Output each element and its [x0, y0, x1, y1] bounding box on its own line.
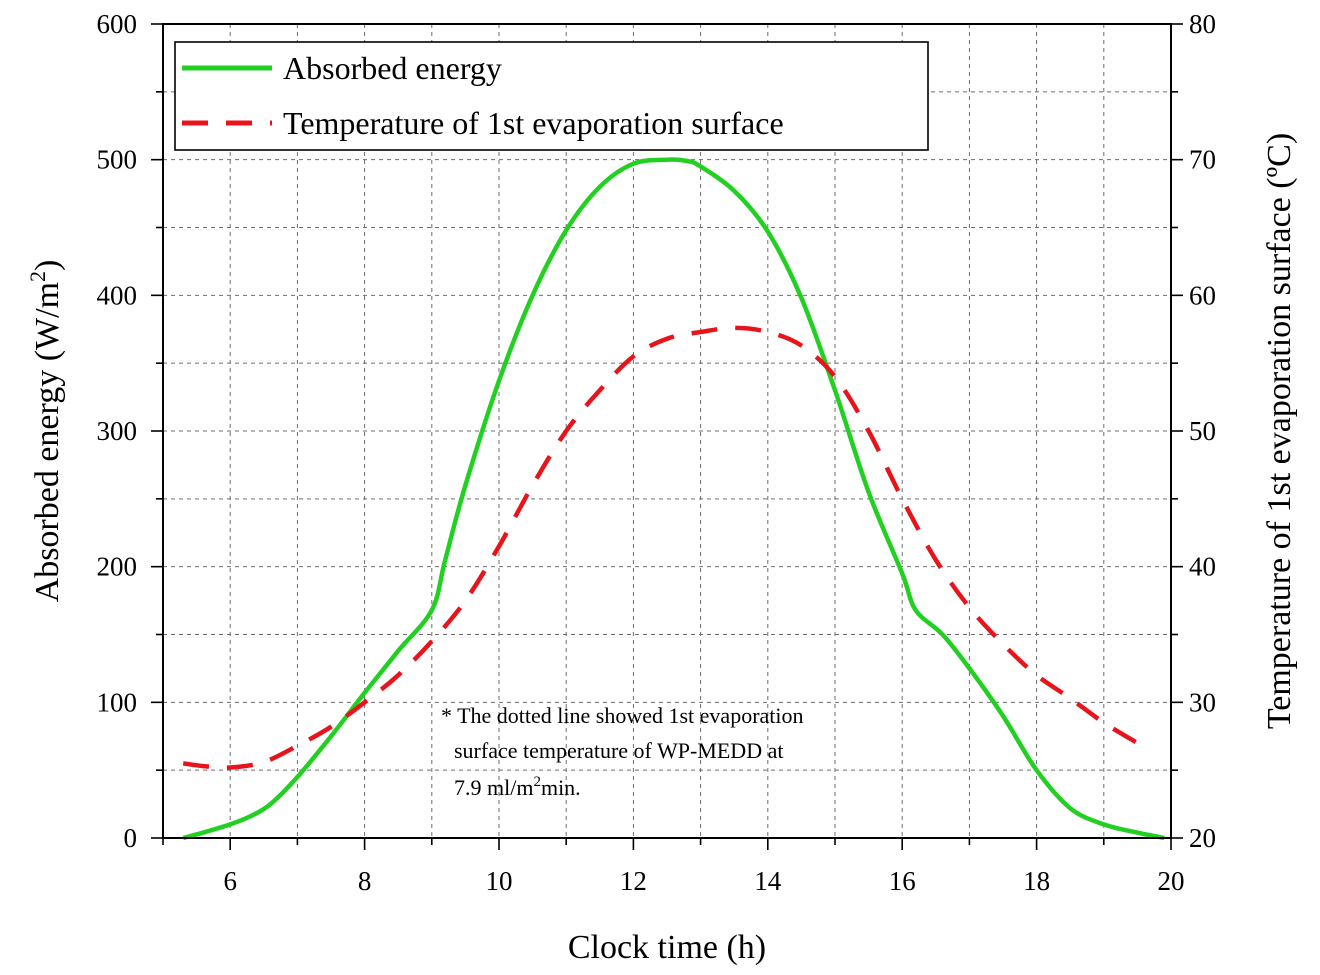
- y-right-tick-label-50: 50: [1189, 416, 1216, 446]
- y-left-tick-label-300: 300: [97, 416, 138, 446]
- annotation-line-1: * The dotted line showed 1st evaporation: [441, 703, 804, 728]
- annotation-line-3: 7.9 ml/m2min.: [454, 774, 581, 800]
- y-left-tick-label-600: 600: [97, 9, 138, 39]
- x-tick-label-8: 8: [358, 866, 372, 896]
- annotation-line-3-sup: 2: [533, 774, 541, 790]
- legend: Absorbed energy Temperature of 1st evapo…: [174, 41, 929, 151]
- x-tick-label-14: 14: [754, 866, 782, 896]
- y-left-axis-title-main: Absorbed energy (W/m: [29, 282, 66, 602]
- y-right-tick-label-40: 40: [1189, 552, 1216, 582]
- series-line-temperature: [182, 325, 1139, 770]
- y-left-axis-title: Absorbed energy (W/m2): [25, 260, 66, 603]
- annotation-line-3-main: 7.9 ml/m: [454, 775, 533, 800]
- x-tick-label-18: 18: [1023, 866, 1050, 896]
- x-tick-label-12: 12: [620, 866, 647, 896]
- legend-label-temperature: Temperature of 1st evaporation surface: [283, 105, 784, 141]
- tick-labels: 6 8 10 12 14 16 18 2001002003004005006002030405…: [97, 9, 1217, 896]
- x-tick-label-16: 16: [889, 866, 916, 896]
- y-right-axis-title: Temperature of 1st evaporation surface (…: [1261, 133, 1298, 729]
- x-axis-title: Clock time (h): [568, 929, 766, 966]
- x-tick-label-10: 10: [486, 866, 513, 896]
- y-right-tick-label-60: 60: [1189, 280, 1216, 310]
- legend-label-absorbed-energy: Absorbed energy: [283, 50, 502, 86]
- annotation-note: * The dotted line showed 1st evaporation…: [441, 703, 804, 800]
- legend-box: [174, 41, 929, 151]
- y-left-tick-label-500: 500: [97, 145, 138, 175]
- y-right-tick-label-30: 30: [1189, 687, 1216, 717]
- y-left-tick-label-400: 400: [97, 280, 138, 310]
- annotation-line-2: surface temperature of WP-MEDD at: [454, 738, 783, 763]
- x-tick-label-6: 6: [223, 866, 237, 896]
- y-left-axis-title-end: ): [29, 260, 66, 271]
- y-left-tick-label-200: 200: [97, 552, 138, 582]
- x-tick-label-20: 20: [1158, 866, 1185, 896]
- y-right-tick-label-20: 20: [1189, 823, 1216, 853]
- y-right-tick-label-80: 80: [1189, 9, 1216, 39]
- y-left-tick-label-0: 0: [124, 823, 138, 853]
- y-right-tick-label-70: 70: [1189, 145, 1216, 175]
- y-left-axis-title-sup: 2: [25, 271, 50, 282]
- series-layer: [182, 157, 1165, 841]
- annotation-line-3-end: min.: [541, 775, 581, 800]
- series-line-absorbed-energy: [182, 157, 1165, 841]
- axis-ticks: [151, 23, 1183, 850]
- y-left-tick-label-100: 100: [97, 687, 138, 717]
